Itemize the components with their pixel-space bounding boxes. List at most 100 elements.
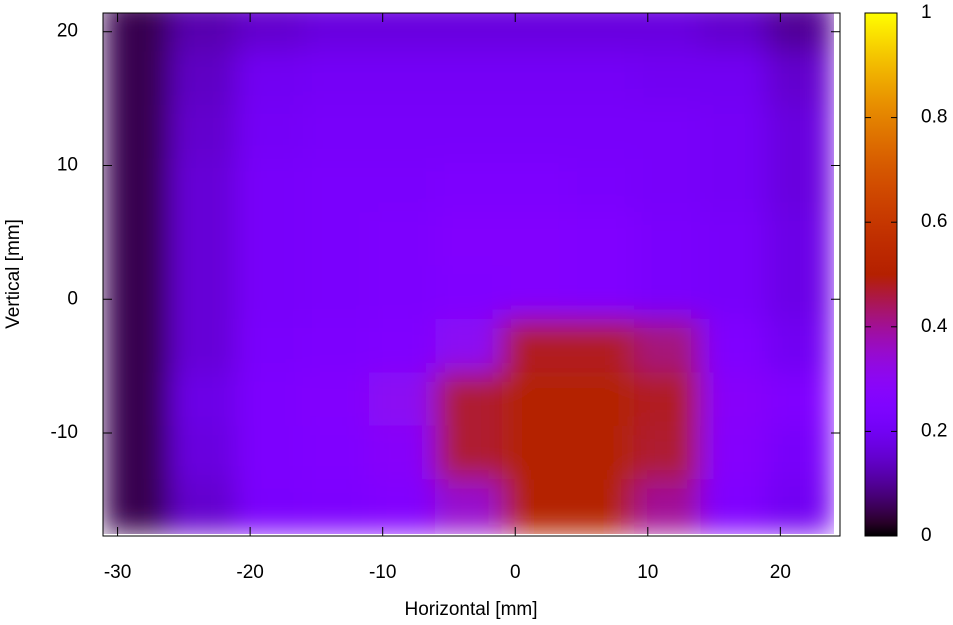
heat-cell <box>302 425 370 481</box>
heat-cell <box>700 479 768 534</box>
heat-cell <box>634 51 702 106</box>
heat-cell <box>700 158 768 213</box>
y-tick-label: 0 <box>67 288 78 309</box>
heat-cell <box>435 318 503 374</box>
heat-cell <box>501 13 569 53</box>
heat-cell <box>766 13 834 53</box>
heat-cell <box>368 425 437 481</box>
heat-cell <box>766 425 834 481</box>
colorbar-tick-label: 0.6 <box>921 211 947 232</box>
heat-cell <box>302 158 370 213</box>
heat-cell <box>236 51 304 106</box>
heat-cell <box>435 13 503 53</box>
heat-cell <box>302 265 370 320</box>
heat-cell <box>170 425 238 481</box>
heat-cell <box>700 318 768 374</box>
heat-cell <box>236 265 304 320</box>
y-tick-label: -10 <box>51 422 78 443</box>
heat-cell <box>103 265 172 320</box>
heat-cell <box>103 13 172 53</box>
heat-cell <box>435 104 503 160</box>
heat-cell <box>103 425 172 481</box>
x-tick-label: 20 <box>770 562 791 583</box>
heat-cell <box>368 211 437 267</box>
colorbar-tick-label: 0.8 <box>921 107 947 128</box>
heat-cell <box>368 318 437 374</box>
colorbar-tick-label: 0.2 <box>921 420 947 441</box>
plot-frame <box>102 12 841 537</box>
heat-cell <box>368 158 437 213</box>
y-axis-label: Vertical [mm] <box>3 219 24 329</box>
heat-cell <box>435 51 503 106</box>
heatmap <box>103 13 834 534</box>
heat-cell <box>170 479 238 534</box>
heat-cell <box>103 104 172 160</box>
heat-cell <box>766 51 834 106</box>
heat-cell <box>700 104 768 160</box>
heat-cell <box>634 479 702 534</box>
heat-cell <box>567 425 636 481</box>
x-tick-label: -20 <box>236 562 263 583</box>
heat-cell <box>170 104 238 160</box>
colorbar <box>864 12 898 537</box>
heat-cell <box>700 51 768 106</box>
y-tick-label: 20 <box>57 21 78 42</box>
x-tick-label: 10 <box>637 562 658 583</box>
heat-cell <box>567 318 636 374</box>
heat-cell <box>501 265 569 320</box>
heat-cell <box>302 211 370 267</box>
heat-cell <box>170 158 238 213</box>
heat-cell <box>236 104 304 160</box>
heat-cell <box>435 479 503 534</box>
heat-cell <box>501 372 569 427</box>
heat-cell <box>103 318 172 374</box>
heat-cell <box>435 211 503 267</box>
heat-cell <box>567 104 636 160</box>
heat-cell <box>236 425 304 481</box>
heat-cell <box>634 318 702 374</box>
heat-cell <box>766 104 834 160</box>
colorbar-tick-label: 1 <box>921 2 932 23</box>
heat-cell <box>302 104 370 160</box>
heat-cell <box>302 51 370 106</box>
heat-cell <box>501 104 569 160</box>
heat-cell <box>435 265 503 320</box>
heat-cell <box>236 158 304 213</box>
heat-cell <box>103 51 172 106</box>
x-tick-label: -10 <box>369 562 396 583</box>
heat-cell <box>501 425 569 481</box>
heat-cell <box>302 479 370 534</box>
heat-cell <box>103 158 172 213</box>
heat-cell <box>236 372 304 427</box>
heat-cell <box>501 479 569 534</box>
heat-cell <box>368 372 437 427</box>
heat-cell <box>368 479 437 534</box>
heat-cell <box>766 265 834 320</box>
colorbar-tick-label: 0.4 <box>921 316 948 337</box>
heat-cell <box>567 479 636 534</box>
heat-cell <box>567 158 636 213</box>
heat-cell <box>236 211 304 267</box>
heat-cell <box>634 104 702 160</box>
heat-cell <box>501 318 569 374</box>
heat-cell <box>634 211 702 267</box>
heat-cell <box>236 13 304 53</box>
heat-cell <box>634 372 702 427</box>
heat-cell <box>766 211 834 267</box>
heat-cell <box>567 51 636 106</box>
heat-cell <box>567 265 636 320</box>
heat-cell <box>700 425 768 481</box>
heat-cell <box>302 372 370 427</box>
x-axis-label: Horizontal [mm] <box>404 599 537 620</box>
heat-cell <box>501 158 569 213</box>
heat-cell <box>634 425 702 481</box>
heat-cell <box>302 13 370 53</box>
heat-cell <box>766 158 834 213</box>
heatmap-cells <box>103 13 834 534</box>
heat-cell <box>368 104 437 160</box>
heat-cell <box>435 372 503 427</box>
heat-cell <box>567 13 636 53</box>
